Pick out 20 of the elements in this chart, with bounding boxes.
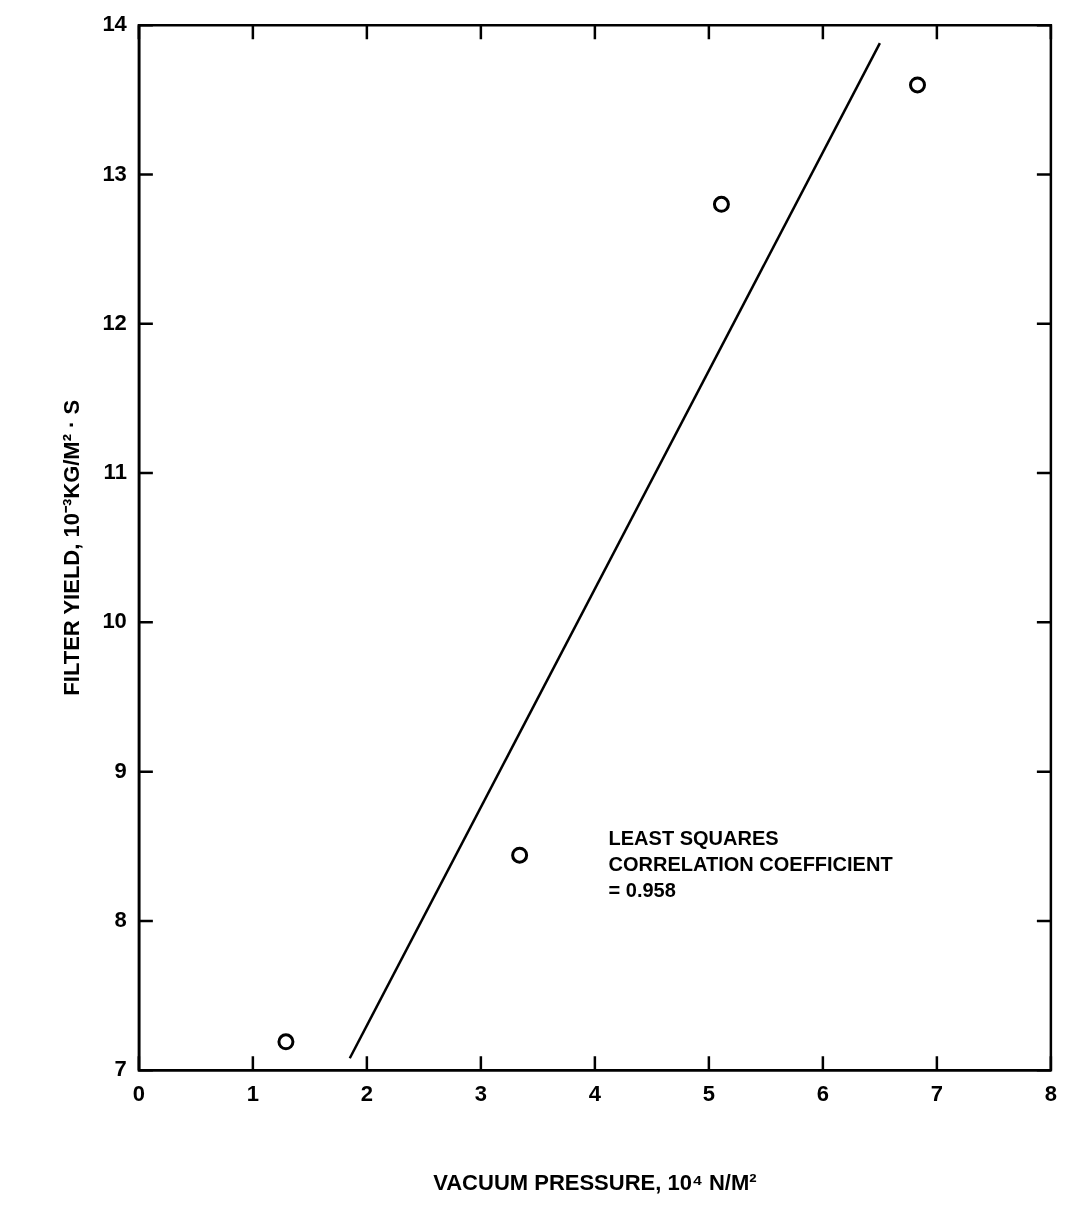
x-tick-label: 7 <box>930 1081 944 1107</box>
x-axis-title: VACUUM PRESSURE, 10⁴ N/M² <box>433 1169 757 1195</box>
annotation: LEAST SQUARES CORRELATION COEFFICIENT = 0.958 <box>608 827 893 902</box>
y-tick-label: 9 <box>114 757 127 783</box>
y-tick-label: 7 <box>114 1056 127 1082</box>
x-tick-label: 4 <box>588 1081 602 1107</box>
y-tick-label: 12 <box>102 309 127 335</box>
y-tick-label: 10 <box>102 608 127 634</box>
y-tick-label: 14 <box>102 11 128 37</box>
x-tick-label: 2 <box>360 1081 373 1107</box>
x-tick-label: 8 <box>1044 1081 1058 1107</box>
x-tick-label: 1 <box>246 1081 259 1107</box>
y-tick-label: 11 <box>103 459 127 485</box>
x-tick-label: 0 <box>132 1081 145 1107</box>
x-tick-label: 3 <box>474 1081 487 1107</box>
y-axis-title: FILTER YIELD, 10⁻³KG/M² · S <box>59 399 85 696</box>
x-tick-label: 6 <box>816 1081 829 1107</box>
y-tick-label: 8 <box>114 906 127 932</box>
x-tick-label: 5 <box>702 1081 715 1107</box>
y-tick-label: 13 <box>102 160 127 186</box>
